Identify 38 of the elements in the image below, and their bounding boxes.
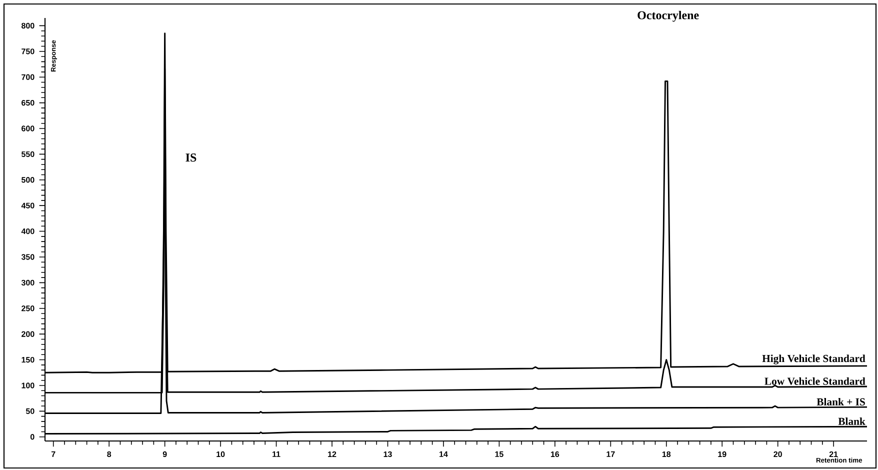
y-tick-label: 200	[22, 331, 34, 337]
y-tick-label: 750	[22, 48, 34, 54]
annotation: Octocrylene	[638, 10, 699, 22]
x-tick-label: 18	[662, 451, 671, 458]
y-tick-label: 350	[21, 254, 34, 260]
x-tick-label: 15	[495, 451, 504, 457]
y-tick-label: 500	[22, 177, 34, 183]
y-tick-label: 550	[22, 151, 34, 158]
x-tick-label: 11	[272, 451, 280, 457]
x-tick-label: 7	[51, 451, 56, 457]
y-tick-label: 400	[21, 228, 34, 234]
x-tick-label: 17	[606, 451, 615, 457]
series-label: High Vehicle Standard	[762, 354, 866, 364]
y-tick-label: 0	[30, 434, 34, 440]
series-label: Low Vehicle Standard	[764, 377, 866, 385]
y-tick-label: 50	[26, 408, 34, 414]
x-tick-label: 14	[440, 451, 448, 457]
y-tick-label: 600	[22, 126, 34, 132]
x-tick-label: 16	[550, 451, 560, 458]
series-label: Blank + IS	[816, 398, 865, 406]
x-tick-label: 20	[774, 451, 782, 458]
x-tick-label: 13	[384, 451, 392, 458]
x-tick-label: 21	[829, 451, 838, 457]
x-tick-label: 9	[162, 451, 167, 458]
y-tick-label: 450	[21, 202, 34, 208]
x-tick-label: 12	[328, 451, 336, 457]
annotation: IS	[186, 154, 196, 162]
x-tick-label: 19	[718, 451, 726, 458]
x-tick-label: 8	[107, 451, 112, 458]
y-tick-label: 150	[22, 356, 34, 363]
y-tick-label: 250	[22, 306, 34, 312]
y-tick-label: 800	[22, 22, 34, 29]
x-tick-label: 10	[216, 451, 225, 458]
y-tick-label: 300	[21, 280, 34, 286]
series-label: Blank	[838, 417, 866, 425]
y-tick-label: 650	[22, 100, 34, 106]
y-tick-label: 100	[22, 382, 34, 388]
y-tick-label: 700	[22, 74, 34, 80]
